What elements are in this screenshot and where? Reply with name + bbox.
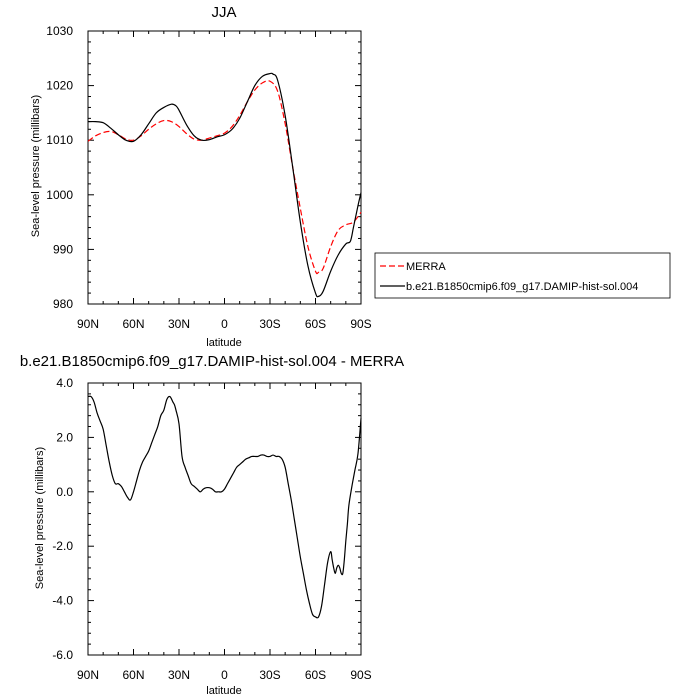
series-line-merra [87,80,362,275]
x-tick-label: 90S [350,317,371,331]
x-tick-label: 90S [350,668,371,682]
x-tick-label: 60N [122,668,144,682]
x-tick-label: 90N [77,317,99,331]
x-axis-title: latitude [206,685,241,697]
legend-label-merra: MERRA [406,261,446,273]
x-tick-label: 0 [221,668,228,682]
y-tick-label: 1020 [46,79,73,93]
y-tick-label: 1000 [46,188,73,202]
y-axis-title: Sea-level pressure (millibars) [34,447,46,589]
chart-title: JJA [211,4,236,21]
x-axis-title: latitude [206,337,241,349]
plot-frame [87,30,362,305]
y-tick-label: -2.0 [52,539,73,553]
x-tick-label: 90N [77,668,99,682]
y-tick-label: 1010 [46,133,73,147]
y-tick-label: 990 [53,242,73,256]
x-tick-label: 0 [221,317,228,331]
y-tick-label: 980 [53,297,73,311]
legend-frame [374,252,671,299]
x-tick-label: 30N [168,668,190,682]
chart-title: b.e21.B1850cmip6.f09_g17.DAMIP-hist-sol.… [20,353,404,370]
chart-top-panel: JJA 980 990 1000 1010 1020 1030 90N 60N 30N 0 30S 6… [30,4,671,349]
y-tick-label: 1030 [46,24,73,38]
y-tick-label: 2.0 [56,430,73,444]
x-tick-label: 60S [305,668,326,682]
y-axis-title: Sea-level pressure (millibars) [30,95,42,237]
y-tick-label: 4.0 [56,376,73,390]
x-tick-label: 60S [305,317,326,331]
legend-label-model: b.e21.B1850cmip6.f09_g17.DAMIP-hist-sol.… [406,281,638,293]
x-tick-label: 30N [168,317,190,331]
legend: MERRA b.e21.B1850cmip6.f09_g17.DAMIP-his… [374,252,671,299]
x-tick-label: 30S [259,668,280,682]
y-tick-label: -4.0 [52,594,73,608]
x-tick-label: 30S [259,317,280,331]
chart-bottom-panel: b.e21.B1850cmip6.f09_g17.DAMIP-hist-sol.… [20,353,404,697]
series-line-difference [87,395,362,619]
plot-area: 980 990 1000 1010 1020 1030 90N 60N 30N 0 30S 60S 90… [46,24,371,331]
plot-area: -6.0 -4.0 -2.0 0.0 2.0 4.0 90N 60N 30N 0 30S 60S 90S [52,376,371,682]
y-tick-label: -6.0 [52,648,73,662]
x-tick-label: 60N [122,317,144,331]
y-tick-label: 0.0 [56,485,73,499]
series-line-model [87,72,362,298]
